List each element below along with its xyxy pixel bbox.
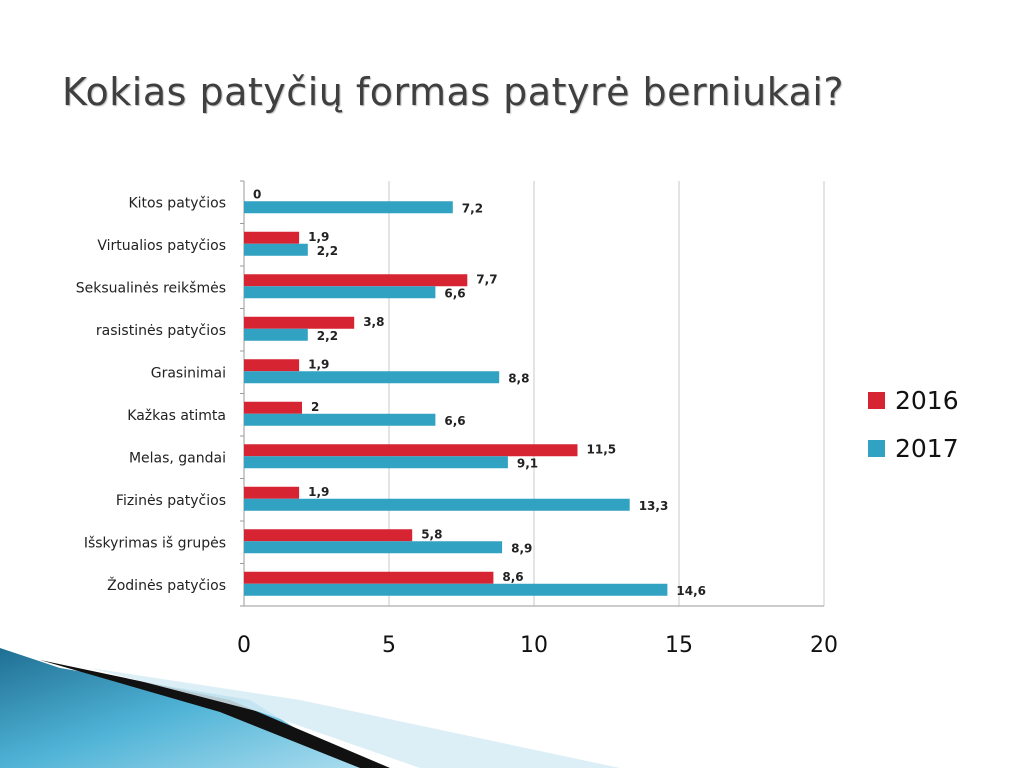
bar-2017 <box>244 371 500 384</box>
bar-2017 <box>244 541 503 554</box>
data-label-2016: 1,9 <box>308 485 329 499</box>
data-label-2017: 2,2 <box>317 329 338 343</box>
bar-2017 <box>244 328 308 341</box>
x-tick-label: 0 <box>237 633 251 658</box>
bar-2016 <box>244 316 355 329</box>
data-label-2017: 6,6 <box>444 286 465 300</box>
x-tick-label: 10 <box>520 633 548 658</box>
legend-label-2016: 2016 <box>895 385 959 415</box>
page-title: Kokias patyčių formas patyrė berniukai? <box>62 70 845 114</box>
data-label-2016: 7,7 <box>476 272 497 286</box>
bar-2017 <box>244 583 668 596</box>
data-label-2016: 2 <box>311 400 319 414</box>
data-label-2017: 2,2 <box>317 244 338 258</box>
bar-2016 <box>244 571 494 584</box>
data-label-2017: 9,1 <box>517 456 538 470</box>
data-label-2016: 5,8 <box>421 527 442 541</box>
bar-2016 <box>244 444 578 457</box>
category-label: Seksualinės reikšmės <box>76 280 226 296</box>
data-label-2017: 8,8 <box>508 371 529 385</box>
gridlines <box>240 180 825 607</box>
x-tick-label: 15 <box>665 633 693 658</box>
legend-label-2017: 2017 <box>895 433 959 463</box>
labels: 0 5 10 15 20 Kitos patyčios 0 7,2 Virtualios pat… <box>76 187 838 658</box>
data-label-2016: 3,8 <box>363 315 384 329</box>
bar-2017 <box>244 201 453 214</box>
category-label: Žodinės patyčios <box>107 576 226 594</box>
category-label: Grasinimai <box>151 365 226 381</box>
category-label: Išskyrimas iš grupės <box>84 535 226 551</box>
bar-2017 <box>244 498 630 511</box>
chart-legend: 2016 2017 <box>868 376 959 472</box>
bar-2017 <box>244 286 436 299</box>
data-label-2017: 7,2 <box>462 201 483 215</box>
data-label-2017: 13,3 <box>639 499 669 513</box>
data-label-2017: 8,9 <box>511 541 532 555</box>
bar-2017 <box>244 243 308 256</box>
data-label-2017: 14,6 <box>676 584 706 598</box>
category-label: Fizinės patyčios <box>116 493 226 509</box>
bar-2016 <box>244 231 300 244</box>
bar-2017 <box>244 456 508 469</box>
category-label: Virtualios patyčios <box>97 238 226 254</box>
bar-2017 <box>244 413 436 426</box>
data-label-2016: 1,9 <box>308 357 329 371</box>
data-label-2016: 0 <box>253 187 261 201</box>
x-tick-label: 5 <box>382 633 396 658</box>
bar-2016 <box>244 401 302 414</box>
legend-item-2017: 2017 <box>868 424 959 472</box>
category-label: Melas, gandai <box>129 450 226 466</box>
data-label-2016: 11,5 <box>587 442 617 456</box>
legend-swatch-2017 <box>868 439 885 457</box>
category-label: Kitos patyčios <box>128 195 226 211</box>
bar-2016 <box>244 359 300 372</box>
x-tick-label: 20 <box>810 633 838 658</box>
legend-swatch-2016 <box>868 391 885 409</box>
bar-2016 <box>244 274 468 287</box>
category-label: Kažkas atimta <box>127 408 226 424</box>
category-label: rasistinės patyčios <box>96 323 226 339</box>
data-label-2016: 8,6 <box>502 570 523 584</box>
bar-2016 <box>244 529 413 542</box>
data-label-2017: 6,6 <box>444 414 465 428</box>
data-label-2016: 1,9 <box>308 230 329 244</box>
bars <box>244 201 668 596</box>
legend-item-2016: 2016 <box>868 376 959 424</box>
bar-2016 <box>244 486 300 499</box>
